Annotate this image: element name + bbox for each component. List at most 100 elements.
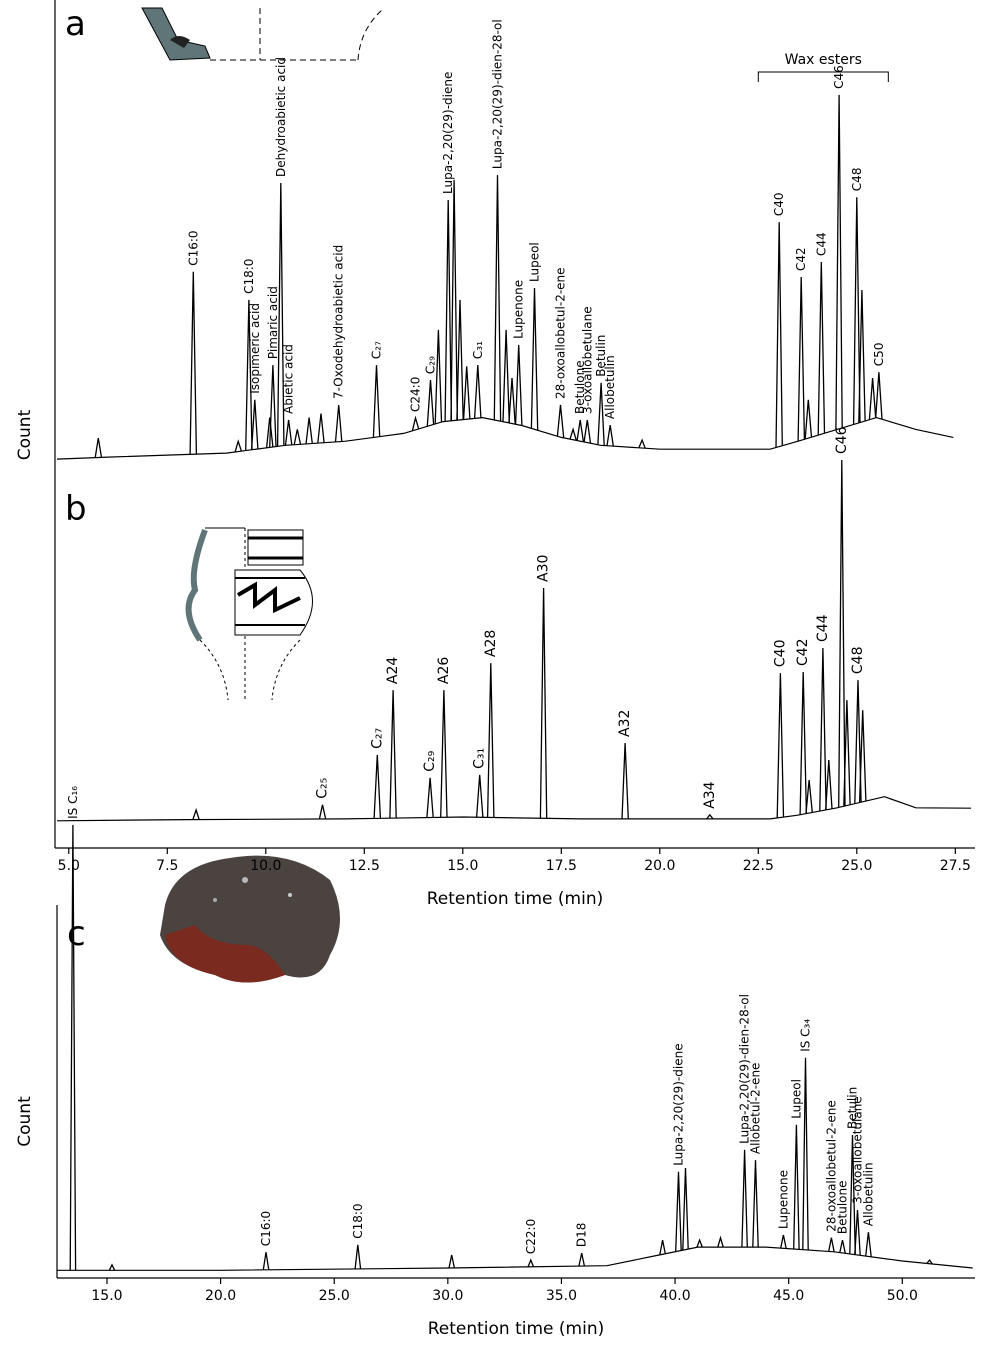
minor-peak	[638, 438, 646, 449]
baseline-trace	[57, 1246, 973, 1271]
peak-label: A34	[702, 781, 718, 808]
peak-label: C24:0	[409, 377, 423, 412]
peak-label: Lupeol	[789, 1079, 803, 1119]
x-tick-label: 45.0	[773, 1288, 804, 1304]
peak-label: C₂₉	[422, 750, 438, 771]
minor-peak	[192, 807, 200, 820]
peak	[245, 299, 253, 451]
peak	[411, 415, 420, 431]
peak-label: C₃₁	[471, 341, 485, 359]
minor-peak	[682, 1167, 689, 1251]
minor-peak	[305, 417, 313, 444]
peak-label: A32	[617, 710, 633, 737]
minor-peak	[569, 427, 577, 441]
peak	[189, 271, 198, 455]
peak-label: C₃₁	[472, 748, 488, 769]
peak-label: Lupa-2,20(29)-diene	[441, 72, 455, 194]
peak	[269, 365, 277, 448]
x-tick-label: 10.0	[250, 858, 281, 874]
peak	[372, 365, 381, 438]
peak	[839, 1239, 846, 1254]
minor-peak	[317, 413, 325, 444]
peak	[556, 404, 565, 438]
peak-label: C16:0	[186, 230, 200, 265]
peak	[578, 1252, 586, 1267]
peak-label: A24	[385, 657, 401, 684]
x-tick-label: 25.0	[841, 858, 872, 874]
peak	[597, 382, 605, 446]
jar-icon	[185, 527, 313, 701]
minor-peak	[434, 329, 443, 424]
peak-label: C40	[772, 192, 786, 216]
residue-photo	[160, 855, 340, 983]
vessel-icon	[141, 7, 383, 61]
peak-label: Allobetul-2-ene	[749, 1063, 763, 1155]
x-tick-label: 35.0	[546, 1288, 577, 1304]
peak	[819, 647, 827, 812]
peak	[875, 372, 883, 420]
minor-peak	[456, 299, 464, 421]
panel-letter: c	[67, 914, 86, 954]
x-tick-label: 27.5	[940, 858, 971, 874]
peak-label: C44	[814, 232, 828, 256]
peak	[486, 663, 495, 818]
minor-peak	[450, 179, 458, 421]
peak-label: Allobetulin	[603, 355, 617, 419]
peak-label: C48	[850, 647, 866, 675]
panel-letter: b	[65, 489, 87, 529]
peak	[473, 365, 482, 419]
peak	[250, 399, 259, 450]
x-tick-label: 40.0	[659, 1288, 690, 1304]
peak-label: IS C₁₆	[66, 786, 80, 819]
peak-label: A26	[436, 657, 452, 684]
peak	[318, 804, 327, 820]
peak	[852, 197, 861, 425]
baseline-trace	[56, 416, 954, 460]
peak-label: C42	[794, 247, 808, 271]
peak	[276, 182, 285, 447]
peak-label: 3-oxoallobetulane	[580, 306, 594, 414]
peak-label: C42	[795, 638, 811, 666]
peak	[621, 742, 629, 819]
minor-peak	[868, 378, 877, 420]
peak-label: Abietic acid	[282, 344, 296, 414]
peak-label: Betulone	[836, 1181, 850, 1235]
x-tick-label: 20.0	[205, 1288, 236, 1304]
peak-label: Dehydroabietic acid	[274, 57, 288, 177]
peak-label: Isopimeric acid	[248, 303, 262, 394]
peak-label: 28-oxoallobetul-2-ene	[554, 267, 568, 399]
x-tick-label: 15.0	[91, 1288, 122, 1304]
peak	[706, 813, 714, 820]
peak-label: C46	[834, 426, 850, 454]
minor-peak	[108, 1263, 116, 1271]
y-axis-label: Count	[15, 1096, 35, 1147]
peak	[780, 1234, 787, 1249]
x-tick-label: 12.5	[349, 858, 380, 874]
bracket	[757, 71, 889, 82]
peak-label: Lupeol	[528, 242, 542, 282]
peak	[389, 690, 397, 819]
x-tick-label: 22.5	[743, 858, 774, 874]
peak-label: Lupa-2,20(29)-diene	[672, 1043, 686, 1165]
peak	[493, 175, 502, 422]
peak-label: Allobetulin	[861, 1162, 875, 1226]
peak-label: C40	[772, 640, 788, 668]
peak-label: C48	[850, 168, 864, 192]
x-axis-label: Retention time (min)	[428, 1319, 605, 1339]
peak-label: C₂₇	[369, 728, 385, 749]
peak-label: Lupenone	[512, 280, 526, 339]
peak-label: Lupa-2,20(29)-dien-28-ol	[491, 19, 505, 169]
minor-peak	[508, 378, 516, 425]
x-tick-label: 17.5	[546, 858, 577, 874]
peak	[539, 587, 548, 819]
peak-label: C46	[832, 65, 846, 89]
peak-label: 28-oxoallobetul-2-ene	[824, 1100, 838, 1232]
minor-peak	[825, 760, 833, 810]
peak	[530, 287, 539, 431]
peak-label: A28	[483, 630, 499, 657]
peak	[799, 671, 808, 815]
peak	[354, 1244, 362, 1270]
peak	[334, 404, 343, 442]
minor-peak	[448, 1254, 456, 1269]
